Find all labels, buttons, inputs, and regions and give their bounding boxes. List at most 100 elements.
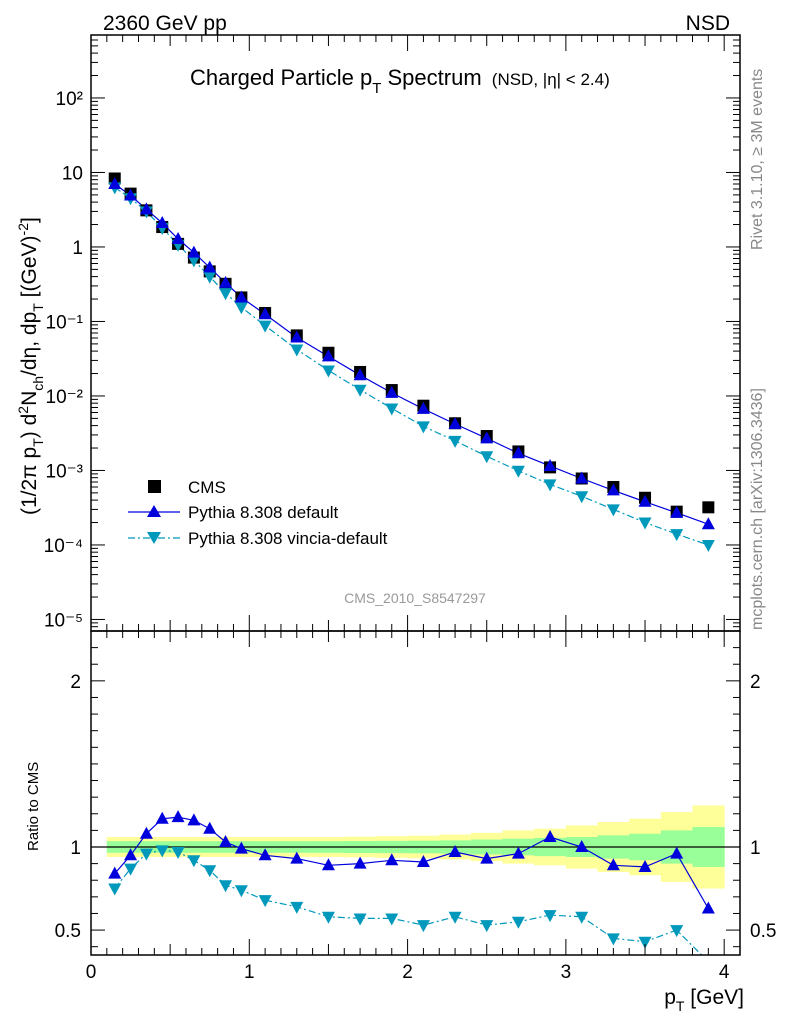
ratio-point-pythia-default [480,851,494,864]
main-point-pythia-vincia [575,491,589,504]
ratio-point-pythia-vincia [480,920,494,933]
main-point-pythia-vincia [321,365,335,378]
chart-title-subscript: T [372,80,381,97]
ratio-y-tick-label-right: 2 [750,672,761,693]
ratio-point-pythia-default [385,853,399,866]
main-point-pythia-default [258,307,272,320]
analysis-id-label: CMS_2010_S8547297 [344,590,486,606]
main-point-pythia-default [171,231,185,244]
ratio-series-group [108,810,715,955]
main-point-pythia-vincia [701,539,715,552]
main-point-pythia-default [187,245,201,258]
main-panel: 10⁻⁵ 10⁻⁴ 10⁻³ 10⁻² 10⁻¹ 1 10 10² [44,34,741,632]
ratio-point-pythia-vincia [108,883,122,896]
ratio-point-pythia-default [606,858,620,871]
legend: CMS Pythia 8.308 default Pythia 8.308 vi… [128,478,388,548]
main-point-pythia-default [448,417,462,430]
ratio-point-pythia-default [139,826,153,839]
main-point-pythia-vincia [187,255,201,268]
main-point-pythia-default [290,330,304,343]
ratio-point-pythia-default [155,811,169,824]
ratio-point-pythia-default [258,848,272,861]
x-tick-label: 3 [561,962,572,983]
main-point-pythia-default [575,471,589,484]
main-point-pythia-vincia [670,529,684,542]
main-point-pythia-default [543,458,557,471]
ratio-point-pythia-default [171,810,185,823]
ratio-y-tick-label-left: 2 [70,672,81,693]
ratio-point-pythia-default [234,841,248,854]
ratio-point-pythia-default [187,813,201,826]
main-point-pythia-default [480,431,494,444]
ratio-point-pythia-vincia [203,865,217,878]
main-point-pythia-default [139,202,153,215]
main-point-pythia-vincia [219,288,233,301]
main-point-pythia-vincia [416,421,430,434]
ratio-point-pythia-vincia [139,848,153,861]
main-point-pythia-default [416,401,430,414]
ratio-point-pythia-vincia [670,925,684,938]
legend-marker-cms [148,480,161,493]
main-point-pythia-vincia [203,271,217,284]
ratio-frame [90,630,741,956]
ratio-point-pythia-default [219,835,233,848]
main-point-pythia-default [385,385,399,398]
legend-marker-pythia-default [147,505,161,517]
x-tick-label: 0 [86,962,97,983]
ratio-point-pythia-vincia [606,933,620,946]
main-y-tick-label: 1 [72,238,83,259]
main-point-pythia-default [670,505,684,518]
ratio-point-pythia-vincia [187,855,201,868]
ratio-point-pythia-default [448,844,462,857]
chart-title: Charged Particle pT Spectrum (NSD, |η| <… [190,65,610,97]
main-y-axis-label: (1/2π pT) d2Nch/dη, dpT [(GeV)-2] [15,217,46,515]
main-point-pythia-vincia [606,504,620,517]
ratio-point-pythia-vincia [219,880,233,893]
main-point-pythia-vincia [234,302,248,315]
main-y-tick-label: 10⁻³ [46,461,84,482]
legend-label-pythia-vincia: Pythia 8.308 vincia-default [188,529,388,548]
main-point-pythia-default [701,517,715,530]
main-y-tick-label: 10⁻² [46,387,84,408]
main-point-pythia-vincia [353,384,367,397]
chart-title-main: Charged Particle p [190,65,372,90]
ratio-point-pythia-default [638,859,652,872]
main-y-tick-label: 10⁻⁴ [44,536,83,557]
main-point-pythia-default [203,260,217,273]
main-point-pythia-vincia [638,517,652,530]
legend-marker-pythia-vincia [147,532,161,544]
x-axis-label: pT [GeV] [664,986,744,1014]
ratio-point-pythia-default [511,846,525,859]
main-point-pythia-default [511,446,525,459]
ratio-point-pythia-vincia [448,911,462,924]
header-right-label: NSD [686,12,730,35]
chart-title-tail: Spectrum [381,65,481,90]
ratio-point-pythia-vincia [171,846,185,859]
main-y-tick-label: 10⁻¹ [46,312,84,333]
ratio-point-pythia-vincia [290,901,304,914]
ratio-point-pythia-vincia [155,845,169,858]
x-tick-label: 2 [402,962,413,983]
ratio-point-pythia-vincia [353,913,367,926]
header-left-label: 2360 GeV pp [103,12,227,35]
ratio-axis-ticks: 0.5 0.5 1 1 2 2 0 1 2 3 4 [55,630,776,983]
main-axis-ticks: 10⁻⁵ 10⁻⁴ 10⁻³ 10⁻² 10⁻¹ 1 10 10² [44,34,741,632]
main-point-pythia-vincia [543,479,557,492]
ratio-point-pythia-vincia [511,916,525,929]
main-y-tick-label: 10² [56,89,83,110]
main-point-pythia-vincia [290,344,304,357]
ratio-point-pythia-default [124,848,138,861]
ratio-point-pythia-vincia [258,895,272,908]
ratio-y-tick-label-left: 1 [70,838,81,859]
ratio-point-pythia-vincia [416,920,430,933]
ratio-point-pythia-vincia [575,911,589,924]
chart-title-qualifier: (NSD, |η| < 2.4) [492,70,610,89]
ratio-point-pythia-default [670,846,684,859]
main-point-pythia-default [638,494,652,507]
main-y-tick-label: 10 [62,163,83,184]
ratio-point-pythia-default [701,901,715,914]
main-point-pythia-vincia [385,403,399,416]
main-line-pythia-default [114,183,709,525]
main-point-pythia-default [353,368,367,381]
main-point-cms [702,501,715,514]
